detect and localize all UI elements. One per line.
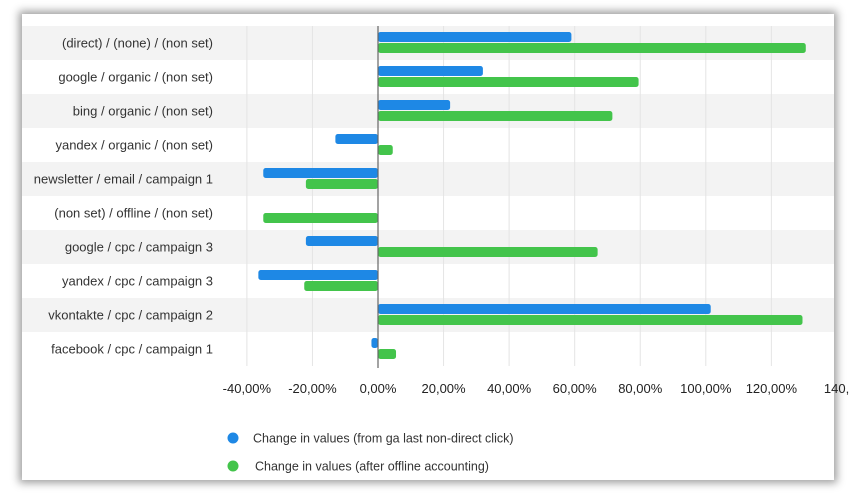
category-label: (direct) / (none) / (non set) xyxy=(62,36,213,51)
legend-marker[interactable] xyxy=(227,432,239,444)
x-tick-label: 100,00% xyxy=(680,381,732,396)
row-band xyxy=(22,162,834,196)
category-label: bing / organic / (non set) xyxy=(73,104,213,119)
category-label: google / organic / (non set) xyxy=(58,70,213,85)
category-label: yandex / cpc / campaign 3 xyxy=(62,274,213,289)
bar-ga-last-non-direct-1[interactable] xyxy=(378,66,483,76)
x-tick-label: -20,00% xyxy=(288,381,337,396)
bar-ga-last-non-direct-2[interactable] xyxy=(378,100,451,110)
bar-ga-last-non-direct-0[interactable] xyxy=(378,32,572,42)
legend-label[interactable]: Change in values (from ga last non-direc… xyxy=(253,432,514,446)
x-tick-label: 120,00% xyxy=(746,381,798,396)
bar-after-offline-7[interactable] xyxy=(304,281,378,291)
bar-after-offline-5[interactable] xyxy=(263,213,378,223)
x-tick-label: 20,00% xyxy=(422,381,467,396)
bar-ga-last-non-direct-3[interactable] xyxy=(335,134,378,144)
legend-marker[interactable] xyxy=(227,460,239,472)
x-tick-label: 80,00% xyxy=(618,381,663,396)
bar-after-offline-2[interactable] xyxy=(378,111,613,121)
legend: Change in values (from ga last non-direc… xyxy=(227,432,514,474)
category-label: newsletter / email / campaign 1 xyxy=(34,172,213,187)
bar-after-offline-3[interactable] xyxy=(378,145,393,155)
x-tick-label: 60,00% xyxy=(553,381,598,396)
category-labels: (direct) / (none) / (non set) google / or… xyxy=(34,36,213,357)
bar-ga-last-non-direct-7[interactable] xyxy=(258,270,378,280)
legend-label[interactable]: Change in values (after offline accounti… xyxy=(255,460,489,474)
category-label: google / cpc / campaign 3 xyxy=(65,240,213,255)
bar-ga-last-non-direct-9[interactable] xyxy=(371,338,378,348)
x-tick-labels: -40,00% -20,00% 0,00% 20,00% 40,00% 60,00% 80,… xyxy=(223,381,850,396)
bars xyxy=(258,32,806,359)
category-label: vkontakte / cpc / campaign 2 xyxy=(48,308,213,323)
bar-ga-last-non-direct-4[interactable] xyxy=(263,168,378,178)
bar-after-offline-8[interactable] xyxy=(378,315,803,325)
bar-after-offline-9[interactable] xyxy=(378,349,397,359)
category-label: yandex / organic / (non set) xyxy=(55,138,213,153)
category-label: (non set) / offline / (non set) xyxy=(54,206,213,221)
category-label: facebook / cpc / campaign 1 xyxy=(51,342,213,357)
x-tick-label: 0,00% xyxy=(360,381,397,396)
x-tick-label: 140, xyxy=(824,381,849,396)
bar-after-offline-4[interactable] xyxy=(305,179,378,189)
bar-after-offline-6[interactable] xyxy=(378,247,598,257)
x-tick-label: -40,00% xyxy=(223,381,272,396)
bar-ga-last-non-direct-8[interactable] xyxy=(378,304,711,314)
bar-after-offline-1[interactable] xyxy=(378,77,639,87)
bar-ga-last-non-direct-6[interactable] xyxy=(305,236,378,246)
x-tick-label: 40,00% xyxy=(487,381,532,396)
bar-after-offline-0[interactable] xyxy=(378,43,806,53)
